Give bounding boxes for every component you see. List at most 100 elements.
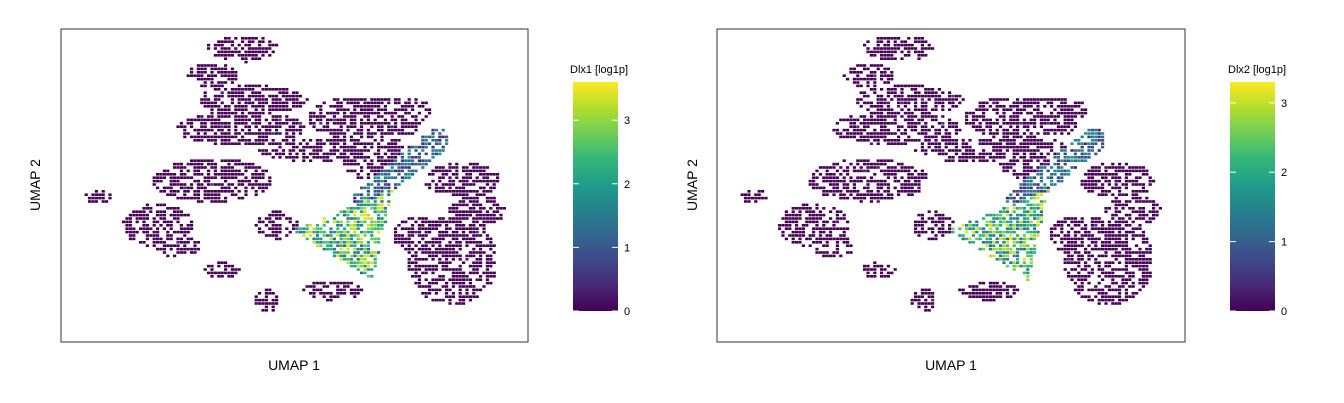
cell-point	[914, 84, 918, 88]
cell-point	[798, 230, 802, 234]
cell-point	[220, 271, 224, 275]
cell-point	[200, 122, 204, 125]
cell-point	[1026, 268, 1030, 271]
cell-point	[805, 220, 809, 224]
cell-point	[400, 108, 404, 111]
cell-point	[210, 275, 214, 278]
cell-point	[264, 292, 268, 295]
cell-point	[1036, 186, 1040, 190]
cell-point	[220, 190, 224, 193]
cell-point	[832, 220, 836, 224]
cell-point	[1104, 237, 1108, 241]
cell-point	[285, 156, 289, 159]
cell-point	[876, 139, 880, 142]
cell-point	[1097, 173, 1101, 176]
cell-point	[1104, 251, 1108, 254]
cell-point	[1070, 108, 1074, 111]
cell-point	[479, 264, 483, 268]
cell-point	[370, 159, 374, 162]
cell-point	[217, 88, 221, 91]
cell-point	[353, 122, 357, 125]
cell-point	[880, 88, 884, 91]
cell-point	[849, 190, 853, 193]
cell-point	[1087, 156, 1091, 159]
cell-point	[387, 190, 391, 193]
cell-point	[329, 230, 333, 234]
cell-point	[1080, 281, 1084, 285]
cell-point	[999, 145, 1003, 149]
cell-point	[458, 224, 462, 227]
cell-point	[424, 251, 428, 254]
cell-point	[220, 132, 224, 135]
cell-point	[441, 278, 445, 281]
cell-point	[319, 111, 323, 115]
cell-point	[404, 132, 408, 135]
cell-point	[366, 275, 370, 278]
cell-point	[927, 128, 931, 132]
plot-frame-dlx2	[716, 28, 1186, 343]
cell-point	[883, 190, 887, 193]
cell-point	[1053, 108, 1057, 111]
cell-point	[142, 241, 146, 244]
cell-point	[261, 125, 265, 128]
cell-point	[893, 142, 897, 145]
cell-point	[1111, 200, 1115, 203]
cell-point	[353, 118, 357, 122]
cell-point	[1022, 193, 1026, 196]
cell-point	[920, 54, 924, 57]
cell-point	[791, 217, 795, 220]
cell-point	[339, 244, 343, 247]
cell-point	[859, 196, 863, 200]
cell-point	[411, 217, 415, 220]
cell-point	[193, 173, 197, 176]
cell-point	[258, 142, 262, 145]
cell-point	[261, 50, 265, 54]
cell-point	[1087, 186, 1091, 190]
cell-point	[319, 139, 323, 142]
cell-point	[462, 169, 466, 173]
cell-point	[1012, 145, 1016, 149]
cell-point	[1104, 285, 1108, 288]
cell-point	[434, 264, 438, 268]
cell-point	[1039, 142, 1043, 145]
cell-point	[944, 159, 948, 162]
cell-point	[1063, 220, 1067, 224]
cell-point	[1022, 237, 1026, 241]
cell-point	[1022, 132, 1026, 135]
cell-point	[1121, 234, 1125, 237]
x-axis-title-dlx1: UMAP 1	[268, 357, 320, 373]
cell-point	[451, 183, 455, 186]
cell-point	[305, 156, 309, 159]
cell-point	[1036, 224, 1040, 227]
cell-point	[900, 43, 904, 47]
cell-point	[234, 115, 238, 118]
cell-point	[434, 190, 438, 193]
cell-point	[356, 156, 360, 159]
cell-point	[196, 132, 200, 135]
cell-point	[230, 71, 234, 74]
cell-point	[200, 98, 204, 101]
cell-point	[332, 220, 336, 224]
cell-point	[424, 227, 428, 230]
cell-point	[366, 203, 370, 207]
cell-point	[1029, 101, 1033, 105]
cell-point	[1111, 234, 1115, 237]
cell-point	[292, 159, 296, 162]
cell-point	[332, 145, 336, 149]
cell-point	[1114, 203, 1118, 207]
cell-point	[1101, 183, 1105, 186]
cell-point	[445, 261, 449, 264]
cell-point	[1128, 179, 1132, 183]
cell-point	[336, 227, 340, 230]
cell-point	[142, 224, 146, 227]
cell-point	[1148, 251, 1152, 254]
cell-point	[414, 169, 418, 173]
cell-point	[1029, 152, 1033, 156]
cell-point	[920, 47, 924, 50]
cell-point	[271, 105, 275, 108]
cell-point	[982, 101, 986, 105]
cell-point	[873, 135, 877, 139]
cell-point	[220, 173, 224, 176]
cell-point	[920, 98, 924, 101]
cell-point	[1138, 264, 1142, 268]
